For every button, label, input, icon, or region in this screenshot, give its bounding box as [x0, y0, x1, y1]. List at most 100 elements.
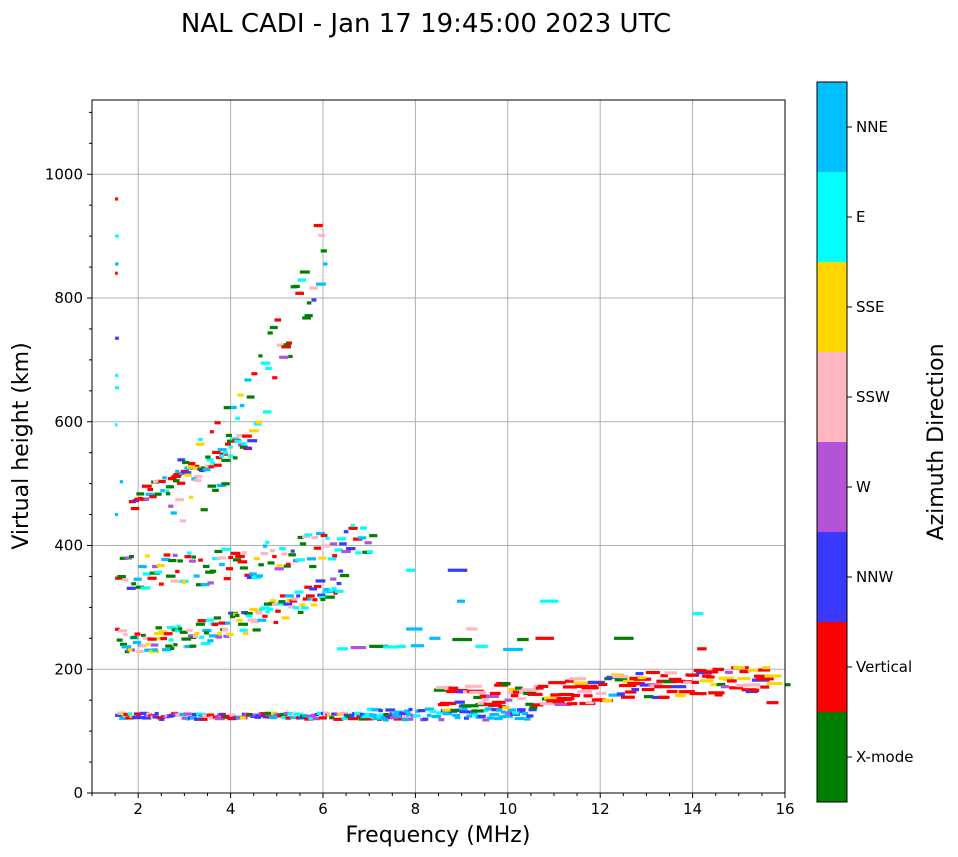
echo-point	[610, 673, 625, 677]
echo-point	[283, 343, 291, 347]
echo-point	[245, 446, 251, 450]
echo-point	[566, 702, 578, 706]
echo-point	[226, 632, 234, 636]
echo-point	[396, 714, 402, 719]
echo-point	[366, 707, 374, 711]
x-tick-label: 14	[683, 800, 702, 818]
echo-point	[679, 690, 695, 694]
colorbar-label: NNE	[856, 118, 888, 136]
echo-point	[519, 710, 525, 714]
echo-point	[325, 595, 335, 599]
echo-point	[198, 558, 203, 562]
echo-point	[131, 716, 142, 720]
echo-point	[239, 404, 245, 408]
echo-point	[239, 566, 248, 570]
echo-point	[191, 464, 200, 469]
echo-point	[350, 715, 355, 719]
echo-point	[526, 714, 534, 718]
echo-point	[161, 557, 170, 561]
echo-point	[221, 627, 229, 632]
echo-point	[339, 573, 350, 578]
echo-point	[517, 708, 526, 712]
echo-point	[463, 716, 470, 720]
echo-point	[336, 537, 346, 541]
echo-point	[208, 465, 214, 469]
echo-point	[164, 713, 170, 718]
echo-point	[639, 683, 654, 687]
echo-point	[313, 223, 323, 228]
echo-point	[514, 716, 525, 721]
echo-point	[228, 445, 233, 449]
echo-point	[339, 711, 348, 715]
echo-point	[128, 500, 137, 504]
echo-point	[689, 692, 707, 696]
echo-point	[189, 644, 197, 648]
echo-point	[535, 636, 554, 640]
echo-point	[322, 590, 328, 594]
echo-point	[691, 680, 699, 684]
echo-point	[302, 316, 311, 320]
echo-point	[762, 666, 771, 670]
echo-point	[562, 685, 578, 689]
echo-point	[357, 536, 367, 540]
echo-point	[199, 635, 205, 639]
echo-point	[200, 717, 208, 721]
echo-point	[401, 718, 409, 722]
y-tick-label: 0	[73, 784, 83, 802]
echo-point	[139, 644, 147, 648]
echo-point	[633, 677, 652, 681]
echo-point	[219, 562, 225, 567]
colorbar-swatch	[817, 352, 847, 442]
echo-point	[118, 629, 128, 633]
echo-point	[115, 234, 119, 238]
echo-point	[192, 634, 198, 638]
echo-point	[270, 599, 277, 603]
echo-point	[320, 533, 328, 538]
echo-point	[246, 614, 253, 618]
colorbar-label: NNW	[856, 568, 893, 586]
echo-point	[188, 462, 196, 466]
echo-point	[208, 634, 219, 638]
echo-point	[260, 606, 270, 610]
echo-point	[316, 282, 326, 286]
echo-point	[500, 682, 511, 686]
echo-point	[329, 716, 335, 720]
echo-point	[242, 551, 248, 555]
echo-point	[408, 707, 413, 712]
echo-point	[399, 711, 406, 715]
echo-point	[184, 555, 192, 559]
echo-point	[712, 667, 724, 671]
echo-point	[260, 361, 271, 365]
echo-point	[138, 565, 147, 569]
echo-point	[466, 627, 478, 631]
echo-point	[209, 430, 214, 434]
echo-point	[281, 345, 291, 349]
echo-point	[281, 552, 288, 556]
echo-point	[496, 708, 503, 712]
echo-point	[142, 716, 152, 720]
echo-point	[130, 506, 140, 511]
echo-point	[371, 708, 382, 712]
echo-point	[785, 683, 791, 687]
echo-point	[297, 535, 304, 540]
echo-point	[318, 233, 326, 237]
echo-point	[168, 504, 174, 508]
echo-point	[304, 533, 313, 537]
echo-point	[341, 716, 348, 721]
echo-point	[154, 711, 159, 716]
echo-point	[212, 556, 221, 561]
echo-point	[271, 711, 278, 715]
echo-point	[548, 681, 566, 685]
echo-point	[598, 682, 608, 687]
echo-point	[614, 678, 628, 682]
echo-point	[260, 552, 269, 556]
colorbar-label: W	[856, 478, 871, 496]
echo-point	[288, 553, 296, 557]
echo-point	[152, 715, 160, 719]
echo-point	[127, 712, 133, 716]
echo-point	[354, 711, 363, 715]
echo-point	[228, 555, 234, 560]
x-tick-label: 8	[411, 800, 421, 818]
echo-point	[170, 579, 181, 583]
y-tick-label: 1000	[45, 165, 83, 183]
